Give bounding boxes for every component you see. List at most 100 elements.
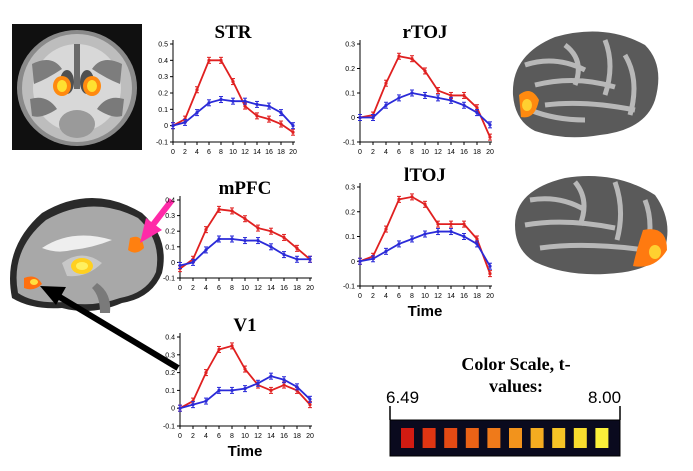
y-tick-label: 0.4 <box>165 198 175 205</box>
color-swatch <box>530 428 544 448</box>
x-tick-label: 20 <box>486 149 494 156</box>
color-swatch <box>487 428 501 448</box>
x-tick-label: 18 <box>293 433 301 440</box>
x-tick-label: 8 <box>410 149 414 156</box>
data-point <box>267 117 271 121</box>
x-tick-label: 0 <box>358 149 362 156</box>
data-point <box>436 222 440 226</box>
y-tick-label: -0.1 <box>343 284 355 291</box>
data-point <box>295 385 299 389</box>
data-point <box>475 242 479 246</box>
data-point <box>219 97 223 102</box>
color-swatch <box>422 428 436 448</box>
x-tick-label: 6 <box>397 293 401 300</box>
y-tick-label: 0 <box>164 123 168 130</box>
data-point <box>279 122 283 126</box>
x-tick-label: 18 <box>473 149 481 156</box>
data-point <box>195 111 199 115</box>
data-point <box>358 259 362 263</box>
y-tick-label: -0.1 <box>163 276 175 283</box>
y-tick-label: 0.1 <box>158 107 168 114</box>
data-point <box>308 403 312 407</box>
x-tick-label: 6 <box>217 285 221 292</box>
x-tick-label: 10 <box>421 293 429 300</box>
x-tick-label: 4 <box>204 433 208 440</box>
x-tick-label: 8 <box>230 285 234 292</box>
data-point <box>410 195 414 199</box>
data-point <box>217 347 221 352</box>
pink-arrow-head <box>140 218 162 243</box>
y-tick-label: 0.3 <box>345 185 355 192</box>
x-tick-label: 16 <box>460 293 468 300</box>
data-point <box>488 264 492 268</box>
x-tick-label: 0 <box>171 149 175 156</box>
data-point <box>217 237 221 241</box>
data-point <box>178 263 182 268</box>
data-point <box>475 106 479 110</box>
data-point <box>269 229 273 233</box>
color-scale-title: Color Scale, t-values: <box>461 354 571 396</box>
data-point <box>423 93 427 98</box>
panel-title: lTOJ <box>404 165 446 186</box>
y-tick-label: -0.1 <box>156 140 168 147</box>
data-point <box>282 253 286 257</box>
y-tick-label: 0.1 <box>345 91 355 98</box>
data-point <box>204 228 208 232</box>
x-tick-label: 6 <box>397 149 401 156</box>
data-point <box>231 99 235 103</box>
data-point <box>282 235 286 240</box>
x-tick-label: 4 <box>195 149 199 156</box>
data-point <box>449 229 453 234</box>
data-point <box>230 209 234 213</box>
data-point <box>449 93 453 98</box>
data-point <box>475 111 479 115</box>
data-point <box>436 96 440 100</box>
data-point <box>269 388 273 392</box>
x-tick-label: 4 <box>204 285 208 292</box>
x-tick-label: 14 <box>267 433 275 440</box>
data-point <box>217 388 221 392</box>
data-point <box>462 234 466 239</box>
data-point <box>269 245 273 249</box>
data-point <box>295 257 299 261</box>
data-point <box>255 102 259 107</box>
data-point <box>449 98 453 102</box>
sagittal-brain-image <box>10 198 164 313</box>
data-point <box>291 124 295 128</box>
y-tick-label: 0.2 <box>345 209 355 216</box>
y-tick-label: 0.1 <box>165 388 175 395</box>
data-point <box>256 226 260 230</box>
left-hemisphere-image <box>515 176 668 275</box>
x-tick-label: 18 <box>473 293 481 300</box>
data-point <box>397 54 401 58</box>
black-arrow-head <box>40 286 66 305</box>
x-tick-label: 10 <box>241 433 249 440</box>
data-point <box>255 114 259 118</box>
series-line-blue <box>179 375 311 410</box>
data-point <box>230 344 234 348</box>
data-point <box>384 103 388 107</box>
data-point <box>230 388 234 392</box>
data-point <box>308 257 312 261</box>
x-tick-label: 4 <box>384 149 388 156</box>
x-tick-label: 14 <box>447 149 455 156</box>
data-point <box>371 257 375 261</box>
series-line-red <box>172 59 294 133</box>
color-swatch <box>401 428 414 448</box>
black-arrow-shaft <box>56 293 180 371</box>
data-point <box>243 104 247 108</box>
data-point <box>178 406 182 410</box>
y-tick-label: -0.1 <box>163 424 175 431</box>
x-tick-label: 10 <box>421 149 429 156</box>
y-tick-label: 0.2 <box>165 229 175 236</box>
x-tick-label: 2 <box>191 433 195 440</box>
data-point <box>256 238 260 243</box>
panel-title: STR <box>215 22 252 43</box>
data-point <box>488 123 492 127</box>
coronal-brain-image <box>12 24 142 150</box>
y-tick-label: 0.3 <box>165 213 175 220</box>
right-hemisphere-image <box>512 31 659 138</box>
